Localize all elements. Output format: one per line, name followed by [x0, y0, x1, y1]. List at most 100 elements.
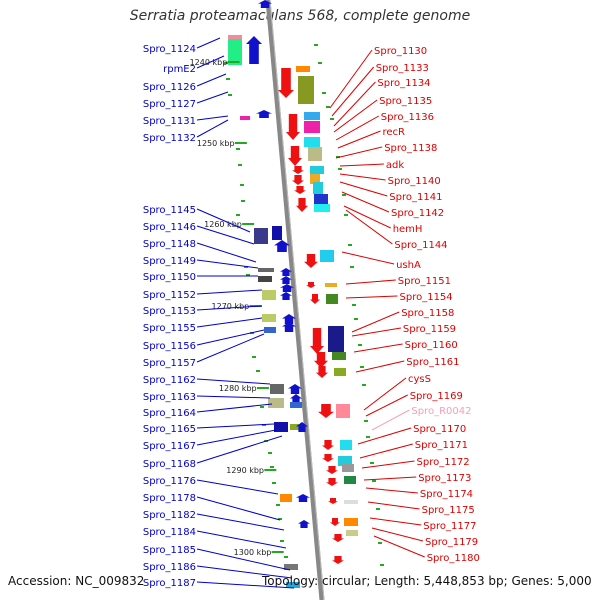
- gene-dash: [380, 564, 384, 566]
- leader-line-spro-1161: [355, 360, 405, 373]
- gene-box: [325, 283, 337, 287]
- gene-dash: [236, 148, 240, 150]
- leader-line-spro-1177: [369, 517, 422, 526]
- gene-label-spro-1154: Spro_1154: [400, 292, 453, 303]
- leader-line-spro-1126: [196, 73, 227, 87]
- gene-box: [262, 314, 276, 322]
- gene-dash: [342, 194, 346, 196]
- gene-dash: [252, 356, 256, 358]
- gene-label-spro-1174: Spro_1174: [420, 489, 473, 500]
- gene-label-spro-1175: Spro_1175: [422, 505, 475, 516]
- gene-box: [240, 116, 250, 120]
- gene-label-spro-1161: Spro_1161: [406, 357, 459, 368]
- gene-dash: [358, 344, 362, 346]
- gene-label-recr: recR: [383, 127, 406, 138]
- gene-box: [334, 368, 346, 376]
- gene-dash: [348, 244, 352, 246]
- gene-box: [304, 121, 320, 133]
- leader-line-spro-1187: [196, 581, 295, 589]
- gene-label-spro-1165: Spro_1165: [143, 424, 196, 435]
- gene-label-spro-1185: Spro_1185: [143, 545, 196, 556]
- leader-line-spro-1184: [196, 530, 287, 549]
- leader-line-spro-1163: [196, 395, 271, 399]
- gene-arrow: [306, 282, 316, 288]
- leader-line-spro-1133: [331, 66, 375, 117]
- gene-box: [310, 166, 324, 174]
- leader-line-usha: [341, 251, 395, 265]
- gene-arrow: [310, 294, 320, 304]
- gene-label-spro-1148: Spro_1148: [143, 239, 196, 250]
- gene-box: [326, 294, 338, 304]
- gene-label-spro-1156: Spro_1156: [143, 341, 196, 352]
- gene-arrow: [280, 276, 292, 284]
- leader-line-spro-1138: [335, 146, 383, 159]
- leader-line-spro-1186: [196, 565, 293, 579]
- leader-line-spro-1157: [196, 333, 265, 363]
- leader-line-spro-1175: [367, 501, 420, 510]
- gene-label-spro-1131: Spro_1131: [143, 116, 196, 127]
- leader-line-spro-1182: [196, 513, 285, 531]
- gene-label-spro-1152: Spro_1152: [143, 290, 196, 301]
- gene-label-spro-1130: Spro_1130: [374, 46, 427, 57]
- gene-dash: [284, 556, 288, 558]
- gene-arrow: [292, 166, 304, 174]
- gene-box: [290, 424, 300, 430]
- gene-label-spro-r0042: Spro_R0042: [411, 406, 471, 417]
- gene-box: [320, 250, 334, 262]
- gene-arrow: [282, 322, 296, 332]
- gene-box: [274, 422, 288, 432]
- gene-arrow: [246, 36, 262, 64]
- gene-label-spro-1169: Spro_1169: [410, 391, 463, 402]
- gene-label-spro-1135: Spro_1135: [379, 96, 432, 107]
- gene-box: [344, 518, 358, 526]
- gene-box: [262, 290, 276, 300]
- gene-arrow: [278, 68, 294, 98]
- gene-box: [338, 456, 352, 466]
- gene-arrow: [280, 284, 294, 292]
- gene-arrow: [296, 198, 308, 212]
- gene-box: [268, 398, 284, 408]
- leader-line-spro-1164: [196, 403, 273, 413]
- leader-line-spro-1151: [345, 279, 396, 285]
- leader-line-spro-1171: [359, 443, 413, 459]
- backbone-highlight: [269, 0, 325, 600]
- gene-dash: [256, 370, 260, 372]
- gene-label-spro-1160: Spro_1160: [405, 340, 458, 351]
- leader-line-spro-1135: [333, 99, 378, 133]
- gene-dash: [276, 504, 280, 506]
- gene-dash: [336, 156, 340, 158]
- gene-label-spro-1179: Spro_1179: [425, 537, 478, 548]
- gene-box: [313, 182, 323, 194]
- leader-line-spro-r0042: [371, 409, 410, 431]
- scale-tick-1270-kbp: 1270 kbp: [212, 302, 250, 311]
- gene-dash: [246, 274, 250, 276]
- gene-label-spro-1164: Spro_1164: [143, 408, 196, 419]
- gene-dash: [244, 266, 248, 268]
- gene-label-spro-1142: Spro_1142: [391, 208, 444, 219]
- gene-dash: [228, 94, 232, 96]
- gene-arrow: [322, 454, 334, 462]
- leader-line-spro-1149: [196, 259, 259, 269]
- gene-label-spro-1170: Spro_1170: [413, 424, 466, 435]
- gene-arrow: [274, 240, 290, 252]
- gene-dash: [272, 482, 276, 484]
- gene-label-spro-1178: Spro_1178: [143, 493, 196, 504]
- gene-label-spro-1159: Spro_1159: [403, 324, 456, 335]
- gene-dash: [370, 462, 374, 464]
- scale-tick-1300-kbp: 1300 kbp: [234, 548, 272, 557]
- leader-line-rpme2: [196, 55, 225, 69]
- gene-box: [286, 582, 300, 588]
- gene-box: [258, 268, 274, 272]
- gene-arrow: [304, 254, 318, 268]
- leader-line-spro-1132: [196, 119, 229, 138]
- leader-line-spro-1180: [373, 535, 425, 558]
- gene-arrow: [286, 114, 300, 140]
- leader-line-spro-1159: [351, 327, 401, 337]
- gene-dash: [344, 214, 348, 216]
- leader-line-spro-1130: [329, 49, 373, 109]
- gene-box: [346, 530, 358, 536]
- leader-line-spro-1144: [345, 209, 393, 245]
- leader-line-spro-1158: [351, 311, 400, 333]
- gene-arrow: [258, 0, 272, 8]
- leader-line-hemh: [343, 205, 391, 229]
